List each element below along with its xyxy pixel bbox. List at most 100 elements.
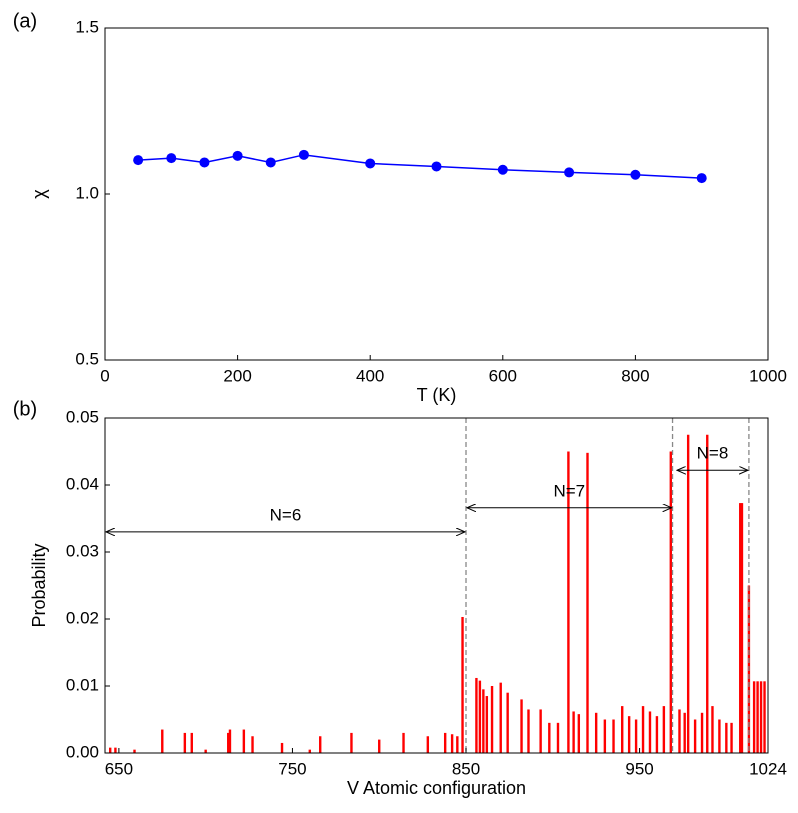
- bar: [308, 749, 312, 753]
- bar: [251, 736, 254, 753]
- x-tick-label: 850: [452, 759, 480, 778]
- bar: [655, 716, 659, 753]
- data-point: [133, 155, 144, 166]
- data-point: [298, 149, 309, 160]
- bar: [506, 692, 509, 753]
- panel-label: (b): [13, 398, 37, 420]
- bar: [426, 736, 430, 753]
- bar: [740, 503, 744, 753]
- bar: [641, 706, 645, 753]
- bar: [548, 722, 551, 753]
- plot-frame: [104, 27, 769, 361]
- bar: [378, 739, 381, 753]
- annotation: N=7: [553, 481, 585, 500]
- bar: [482, 689, 485, 753]
- bar: [621, 706, 624, 753]
- y-tick-label: 0.04: [66, 474, 99, 493]
- bar: [567, 451, 570, 753]
- bar: [669, 451, 673, 753]
- bar: [539, 709, 542, 753]
- bar: [662, 706, 666, 753]
- x-tick-label: 1000: [749, 366, 787, 385]
- y-tick-label: 0.01: [66, 675, 99, 694]
- y-tick-label: 0.00: [66, 742, 99, 761]
- data-point: [199, 157, 210, 168]
- bar: [678, 709, 681, 753]
- bar: [752, 681, 756, 753]
- bar: [402, 732, 405, 753]
- data-line: [138, 154, 702, 179]
- bar: [572, 711, 575, 753]
- bar: [577, 714, 581, 753]
- bar: [280, 742, 284, 753]
- y-tick-label: 1.5: [75, 17, 99, 36]
- bar: [499, 682, 502, 753]
- x-tick-label: 200: [223, 366, 251, 385]
- y-tick-label: 0.03: [66, 541, 99, 560]
- bar: [739, 503, 742, 753]
- x-tick-label: 750: [278, 759, 306, 778]
- data-point: [696, 173, 707, 184]
- bar: [227, 732, 230, 753]
- bar: [693, 719, 697, 753]
- x-tick-label: 400: [356, 366, 384, 385]
- plot-frame: [104, 417, 769, 754]
- bar: [594, 712, 598, 753]
- x-axis-label: V Atomic configuration: [347, 778, 526, 798]
- bar: [730, 722, 733, 753]
- bar: [242, 729, 246, 753]
- data-point: [265, 157, 276, 168]
- x-tick-label: 0: [100, 366, 109, 385]
- y-tick-label: 1.0: [75, 183, 99, 202]
- bar: [706, 434, 709, 753]
- data-point: [166, 153, 177, 164]
- bar: [478, 680, 482, 753]
- annotation: N=6: [270, 505, 302, 524]
- bar: [711, 706, 714, 753]
- bar: [190, 732, 193, 753]
- panel-label: (a): [13, 10, 37, 32]
- bar: [485, 696, 489, 753]
- y-tick-label: 0.5: [75, 349, 99, 368]
- bar: [612, 719, 615, 753]
- data-point: [232, 150, 243, 161]
- data-point: [497, 164, 508, 175]
- data-point: [365, 158, 376, 169]
- bar: [718, 719, 721, 753]
- bar: [456, 736, 459, 753]
- bar: [634, 719, 638, 753]
- bar: [161, 729, 164, 753]
- y-axis-label: χ: [29, 189, 49, 199]
- x-tick-label: 1024: [749, 759, 787, 778]
- bar: [556, 722, 560, 753]
- bar: [686, 434, 690, 753]
- bar: [520, 699, 523, 753]
- bar: [109, 747, 112, 753]
- bar: [627, 716, 631, 753]
- bar: [461, 616, 464, 753]
- annotation: N=8: [697, 444, 729, 463]
- bar: [183, 732, 187, 753]
- bar: [114, 747, 117, 753]
- x-tick-label: 800: [621, 366, 649, 385]
- y-tick-label: 0.02: [66, 608, 99, 627]
- bar: [443, 732, 447, 753]
- bar: [700, 712, 704, 753]
- x-tick-label: 950: [625, 759, 653, 778]
- bar: [586, 452, 589, 753]
- bar: [603, 719, 607, 753]
- bar: [763, 681, 766, 753]
- bar: [133, 749, 136, 753]
- y-tick-label: 0.05: [66, 407, 99, 426]
- bar: [350, 732, 353, 753]
- bar: [759, 681, 763, 753]
- x-tick-label: 600: [489, 366, 517, 385]
- y-axis-label: Probability: [29, 543, 49, 627]
- bar: [450, 734, 454, 753]
- bar: [319, 736, 322, 753]
- bar: [228, 729, 232, 753]
- bar: [527, 709, 530, 753]
- bar: [725, 722, 728, 753]
- x-axis-label: T (K): [417, 385, 457, 405]
